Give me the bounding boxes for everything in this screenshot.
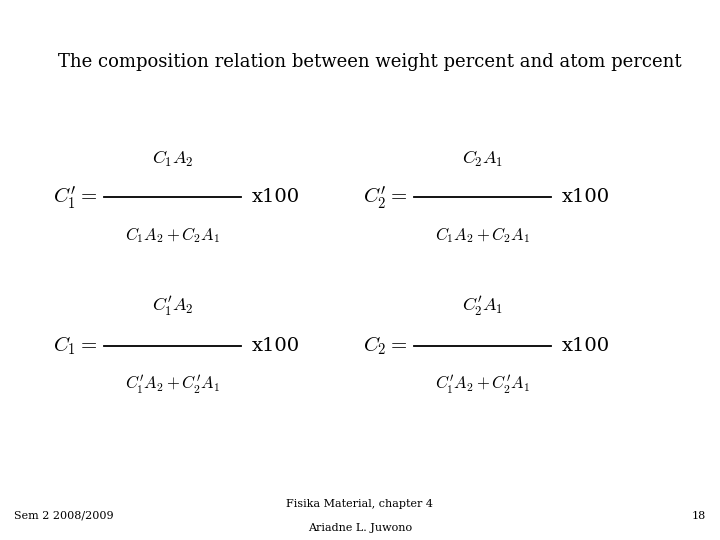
Text: $C_1A_2$: $C_1A_2$ <box>152 149 194 169</box>
Text: $C_1' = $: $C_1' = $ <box>53 184 97 211</box>
Text: $C_2 = $: $C_2 = $ <box>363 334 407 357</box>
Text: $C_1'A_2 + C_2'A_1$: $C_1'A_2 + C_2'A_1$ <box>435 374 530 396</box>
Text: $C_1'A_2$: $C_1'A_2$ <box>152 294 194 318</box>
Text: $C_1A_2 + C_2A_1$: $C_1A_2 + C_2A_1$ <box>435 225 530 245</box>
Text: x100: x100 <box>562 188 610 206</box>
Text: Fisika Material, chapter 4: Fisika Material, chapter 4 <box>287 499 433 509</box>
Text: Sem 2 2008/2009: Sem 2 2008/2009 <box>14 511 114 521</box>
Text: $C_2'A_1$: $C_2'A_1$ <box>462 294 503 318</box>
Text: $C_2' = $: $C_2' = $ <box>363 184 407 211</box>
Text: Ariadne L. Juwono: Ariadne L. Juwono <box>308 523 412 532</box>
Text: $C_1A_2 + C_2A_1$: $C_1A_2 + C_2A_1$ <box>125 225 220 245</box>
Text: $C_1'A_2 + C_2'A_1$: $C_1'A_2 + C_2'A_1$ <box>125 374 220 396</box>
Text: x100: x100 <box>252 336 300 355</box>
Text: $C_2A_1$: $C_2A_1$ <box>462 149 503 169</box>
Text: $C_1 = $: $C_1 = $ <box>53 334 97 357</box>
Text: x100: x100 <box>252 188 300 206</box>
Text: 18: 18 <box>691 511 706 521</box>
Text: x100: x100 <box>562 336 610 355</box>
Text: The composition relation between weight percent and atom percent: The composition relation between weight … <box>58 53 681 71</box>
